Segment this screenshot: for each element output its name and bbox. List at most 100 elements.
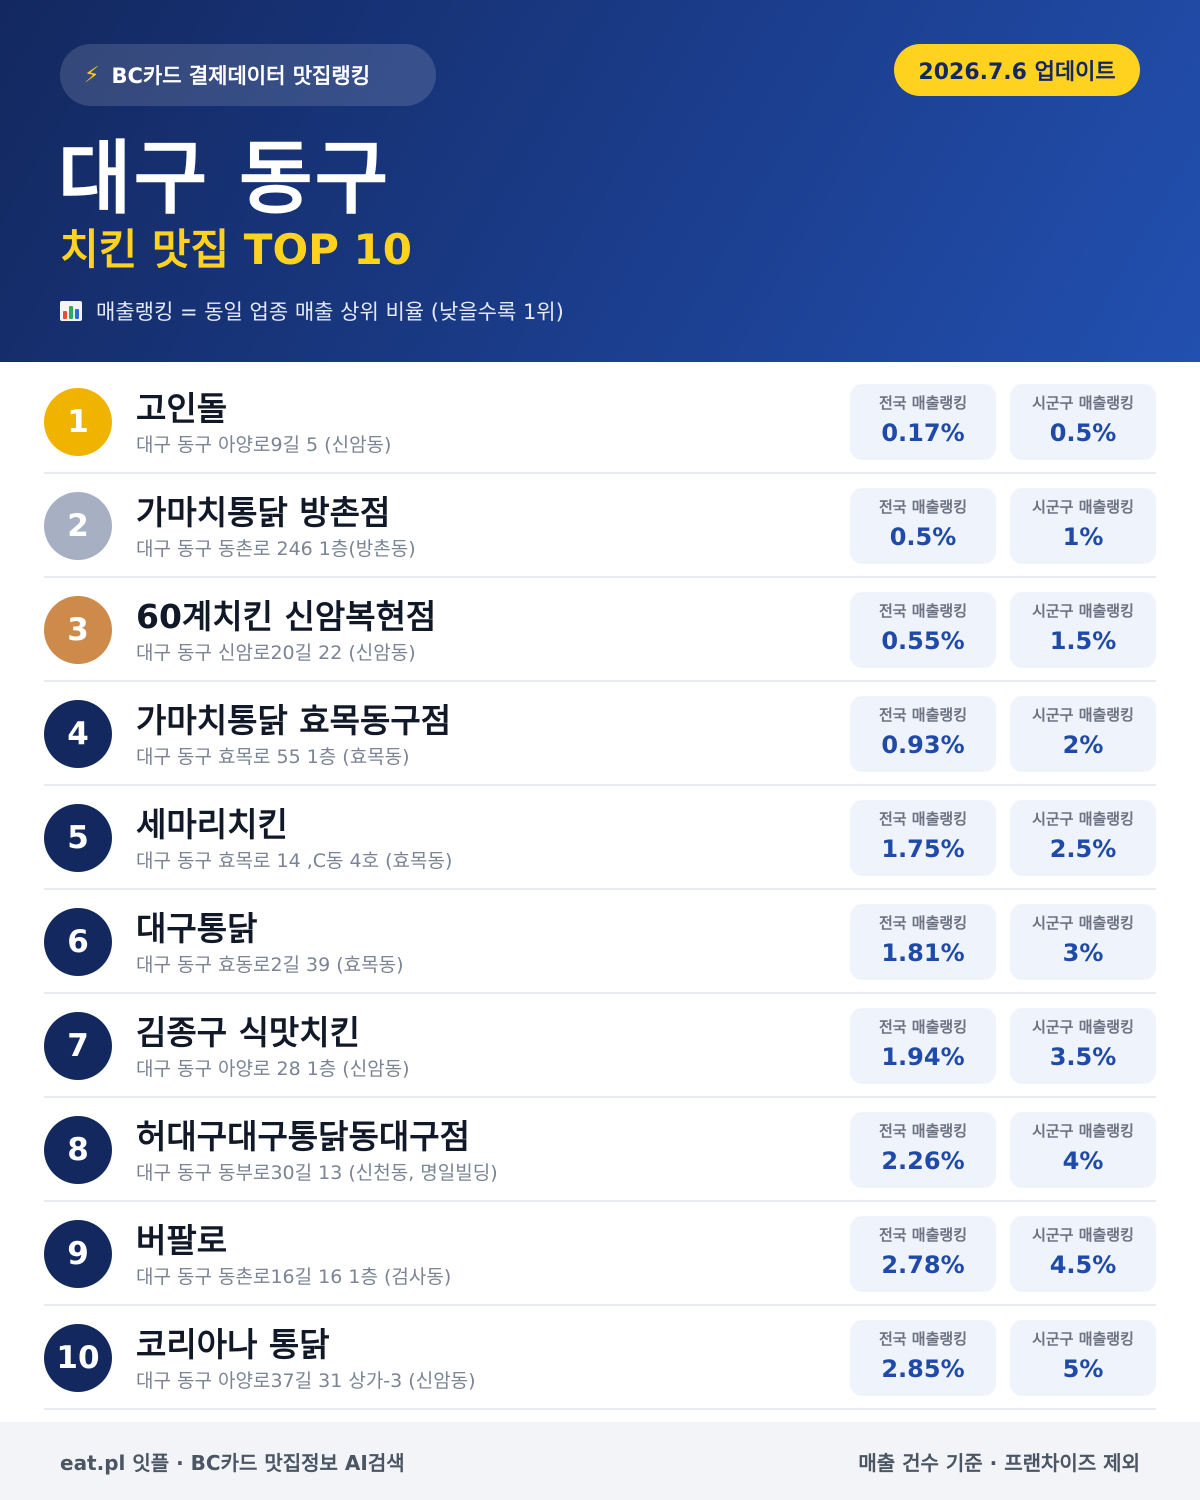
- local-ranking-label: 시군구 매출랭킹: [1032, 1226, 1134, 1244]
- local-ranking-value: 2%: [1062, 731, 1104, 759]
- local-ranking-label: 시군구 매출랭킹: [1032, 1122, 1134, 1140]
- national-ranking-card: 전국 매출랭킹 0.5%: [850, 488, 996, 564]
- local-ranking-card: 시군구 매출랭킹 0.5%: [1010, 384, 1156, 460]
- list-item[interactable]: 1 고인돌 대구 동구 아양로9길 5 (신암동) 전국 매출랭킹 0.17% …: [44, 370, 1156, 474]
- national-ranking-label: 전국 매출랭킹: [878, 1018, 968, 1036]
- rank-badge: 2: [44, 492, 112, 560]
- restaurant-name: 버팔로: [136, 1221, 228, 1260]
- list-item[interactable]: 3 60계치킨 신암복현점 대구 동구 신암로20길 22 (신암동) 전국 매…: [44, 578, 1156, 682]
- ranking-note: 매출랭킹 = 동일 업종 매출 상위 비율 (낮을수록 1위): [60, 296, 564, 326]
- rank-badge: 7: [44, 1012, 112, 1080]
- list-item[interactable]: 7 김종구 식맛치킨 대구 동구 아양로 28 1층 (신암동) 전국 매출랭킹…: [44, 994, 1156, 1098]
- rank-badge: 1: [44, 388, 112, 456]
- local-ranking-card: 시군구 매출랭킹 2%: [1010, 696, 1156, 772]
- rank-badge: 6: [44, 908, 112, 976]
- list-item[interactable]: 4 가마치통닭 효목동구점 대구 동구 효목로 55 1층 (효목동) 전국 매…: [44, 682, 1156, 786]
- restaurant-address: 대구 동구 동부로30길 13 (신천동, 명일빌딩): [136, 1162, 498, 1184]
- footer-source: eat.pl 잇플 · BC카드 맛집정보 AI검색: [60, 1450, 405, 1475]
- restaurant-name: 코리아나 통닭: [136, 1325, 330, 1364]
- national-ranking-label: 전국 매출랭킹: [878, 706, 968, 724]
- restaurant-address: 대구 동구 아양로9길 5 (신암동): [136, 434, 392, 456]
- local-ranking-label: 시군구 매출랭킹: [1032, 1330, 1134, 1348]
- restaurant-address: 대구 동구 아양로37길 31 상가-3 (신암동): [136, 1370, 476, 1392]
- footer-criteria: 매출 건수 기준 · 프랜차이즈 제외: [858, 1450, 1140, 1475]
- local-ranking-value: 3.5%: [1049, 1043, 1117, 1071]
- national-ranking-label: 전국 매출랭킹: [878, 602, 968, 620]
- page-title: 대구 동구: [58, 132, 391, 225]
- national-ranking-value: 0.55%: [881, 627, 965, 655]
- lightning-icon: ⚡: [84, 62, 100, 88]
- restaurant-name: 가마치통닭 효목동구점: [136, 701, 452, 740]
- rank-badge: 9: [44, 1220, 112, 1288]
- local-ranking-value: 2.5%: [1049, 835, 1117, 863]
- restaurant-address: 대구 동구 효목로 14 ,C동 4호 (효목동): [136, 850, 453, 872]
- restaurant-name: 세마리치킨: [136, 805, 288, 844]
- local-ranking-label: 시군구 매출랭킹: [1032, 498, 1134, 516]
- restaurant-name: 고인돌: [136, 389, 228, 428]
- footer: eat.pl 잇플 · BC카드 맛집정보 AI검색 매출 건수 기준 · 프랜…: [0, 1422, 1200, 1500]
- local-ranking-label: 시군구 매출랭킹: [1032, 706, 1134, 724]
- local-ranking-label: 시군구 매출랭킹: [1032, 394, 1134, 412]
- national-ranking-value: 2.85%: [881, 1355, 965, 1383]
- update-date-badge: 2026.7.6 업데이트: [894, 44, 1140, 96]
- national-ranking-card: 전국 매출랭킹 1.75%: [850, 800, 996, 876]
- national-ranking-value: 1.81%: [881, 939, 965, 967]
- national-ranking-value: 1.75%: [881, 835, 965, 863]
- national-ranking-card: 전국 매출랭킹 1.81%: [850, 904, 996, 980]
- local-ranking-card: 시군구 매출랭킹 1%: [1010, 488, 1156, 564]
- national-ranking-card: 전국 매출랭킹 0.93%: [850, 696, 996, 772]
- national-ranking-label: 전국 매출랭킹: [878, 1226, 968, 1244]
- list-item[interactable]: 9 버팔로 대구 동구 동촌로16길 16 1층 (검사동) 전국 매출랭킹 2…: [44, 1202, 1156, 1306]
- national-ranking-card: 전국 매출랭킹 2.78%: [850, 1216, 996, 1292]
- national-ranking-label: 전국 매출랭킹: [878, 498, 968, 516]
- restaurant-name: 가마치통닭 방촌점: [136, 493, 391, 532]
- national-ranking-label: 전국 매출랭킹: [878, 394, 968, 412]
- national-ranking-card: 전국 매출랭킹 0.55%: [850, 592, 996, 668]
- local-ranking-label: 시군구 매출랭킹: [1032, 602, 1134, 620]
- ranking-list: 1 고인돌 대구 동구 아양로9길 5 (신암동) 전국 매출랭킹 0.17% …: [44, 370, 1156, 1410]
- national-ranking-label: 전국 매출랭킹: [878, 1122, 968, 1140]
- local-ranking-value: 4%: [1062, 1147, 1104, 1175]
- national-ranking-value: 0.17%: [881, 419, 965, 447]
- local-ranking-card: 시군구 매출랭킹 1.5%: [1010, 592, 1156, 668]
- rank-badge: 4: [44, 700, 112, 768]
- restaurant-name: 60계치킨 신암복현점: [136, 597, 437, 636]
- restaurant-address: 대구 동구 신암로20길 22 (신암동): [136, 642, 416, 664]
- restaurant-name: 김종구 식맛치킨: [136, 1013, 361, 1052]
- local-ranking-card: 시군구 매출랭킹 3.5%: [1010, 1008, 1156, 1084]
- national-ranking-value: 0.93%: [881, 731, 965, 759]
- restaurant-address: 대구 동구 효목로 55 1층 (효목동): [136, 746, 410, 768]
- restaurant-name: 허대구대구통닭동대구점: [136, 1117, 470, 1156]
- list-item[interactable]: 8 허대구대구통닭동대구점 대구 동구 동부로30길 13 (신천동, 명일빌딩…: [44, 1098, 1156, 1202]
- page-subtitle: 치킨 맛집 TOP 10: [60, 225, 413, 274]
- local-ranking-card: 시군구 매출랭킹 5%: [1010, 1320, 1156, 1396]
- local-ranking-label: 시군구 매출랭킹: [1032, 914, 1134, 932]
- list-item[interactable]: 6 대구통닭 대구 동구 효동로2길 39 (효목동) 전국 매출랭킹 1.81…: [44, 890, 1156, 994]
- list-item[interactable]: 5 세마리치킨 대구 동구 효목로 14 ,C동 4호 (효목동) 전국 매출랭…: [44, 786, 1156, 890]
- local-ranking-card: 시군구 매출랭킹 4%: [1010, 1112, 1156, 1188]
- restaurant-name: 대구통닭: [136, 909, 258, 948]
- national-ranking-card: 전국 매출랭킹 2.85%: [850, 1320, 996, 1396]
- ranking-note-text: 매출랭킹 = 동일 업종 매출 상위 비율 (낮을수록 1위): [96, 300, 564, 324]
- restaurant-address: 대구 동구 동촌로 246 1층(방촌동): [136, 538, 416, 560]
- local-ranking-value: 5%: [1062, 1355, 1104, 1383]
- brand-badge: ⚡ BC카드 결제데이터 맛집랭킹: [60, 44, 436, 106]
- restaurant-address: 대구 동구 아양로 28 1층 (신암동): [136, 1058, 410, 1080]
- list-item[interactable]: 2 가마치통닭 방촌점 대구 동구 동촌로 246 1층(방촌동) 전국 매출랭…: [44, 474, 1156, 578]
- local-ranking-value: 4.5%: [1049, 1251, 1117, 1279]
- restaurant-address: 대구 동구 동촌로16길 16 1층 (검사동): [136, 1266, 452, 1288]
- national-ranking-value: 1.94%: [881, 1043, 965, 1071]
- national-ranking-value: 2.26%: [881, 1147, 965, 1175]
- local-ranking-card: 시군구 매출랭킹 2.5%: [1010, 800, 1156, 876]
- local-ranking-value: 1%: [1062, 523, 1104, 551]
- national-ranking-label: 전국 매출랭킹: [878, 914, 968, 932]
- local-ranking-value: 1.5%: [1049, 627, 1117, 655]
- restaurant-address: 대구 동구 효동로2길 39 (효목동): [136, 954, 404, 976]
- local-ranking-label: 시군구 매출랭킹: [1032, 1018, 1134, 1036]
- list-item[interactable]: 10 코리아나 통닭 대구 동구 아양로37길 31 상가-3 (신암동) 전국…: [44, 1306, 1156, 1410]
- national-ranking-label: 전국 매출랭킹: [878, 810, 968, 828]
- local-ranking-label: 시군구 매출랭킹: [1032, 810, 1134, 828]
- rank-badge: 3: [44, 596, 112, 664]
- rank-badge: 8: [44, 1116, 112, 1184]
- national-ranking-card: 전국 매출랭킹 1.94%: [850, 1008, 996, 1084]
